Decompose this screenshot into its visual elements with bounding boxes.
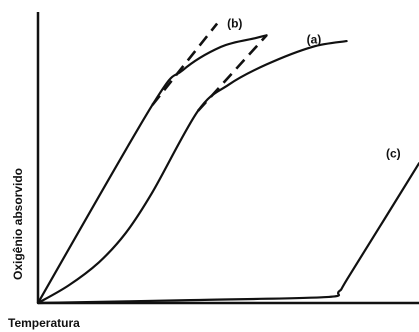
series-0-label: (b) <box>227 17 242 31</box>
series-layer: (b) (a) (c) <box>36 17 419 305</box>
series-1-label: (a) <box>307 32 322 46</box>
series-1-extrapolation-dashed-line <box>197 34 268 112</box>
y-axis-title: Oxigênio absorvido <box>11 168 25 280</box>
series-0-extrapolation-dashed-line <box>151 22 219 106</box>
series-2-label: (c) <box>386 146 401 160</box>
series-1-line <box>36 40 348 305</box>
series-2-line <box>36 162 419 305</box>
series-0-line <box>36 34 268 305</box>
x-axis-title: Temperatura <box>8 316 80 330</box>
